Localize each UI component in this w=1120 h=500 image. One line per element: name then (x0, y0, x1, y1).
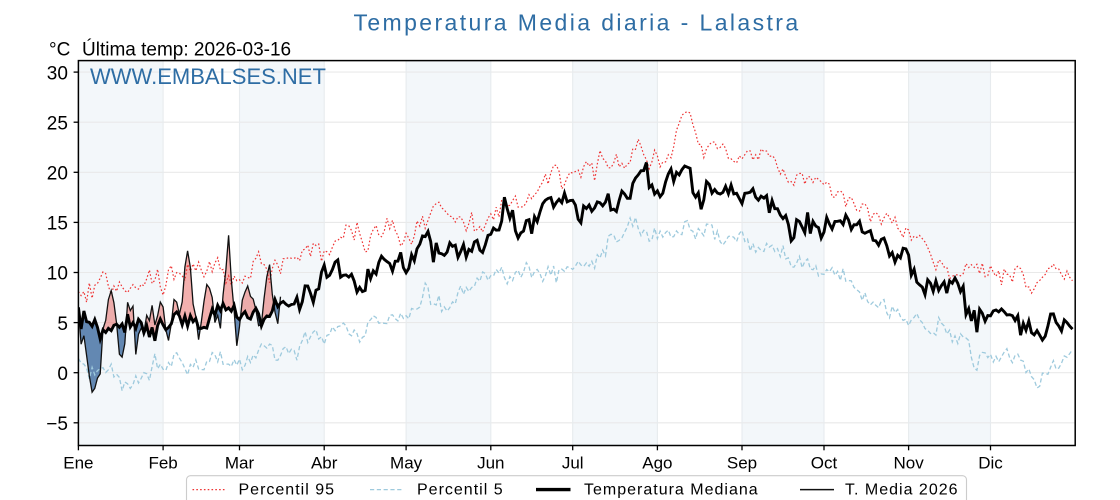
svg-text:−5: −5 (46, 414, 68, 435)
svg-text:Jul: Jul (562, 454, 584, 473)
svg-text:Mar: Mar (225, 454, 255, 473)
svg-text:Jun: Jun (477, 454, 504, 473)
svg-text:Sep: Sep (727, 454, 757, 473)
svg-text:May: May (390, 454, 423, 473)
svg-text:5: 5 (57, 314, 68, 335)
svg-text:Ene: Ene (63, 454, 93, 473)
svg-text:Última temp: 2026-03-16: Última temp: 2026-03-16 (82, 38, 291, 60)
svg-text:Dic: Dic (978, 454, 1003, 473)
svg-text:Oct: Oct (811, 454, 838, 473)
svg-text:Percentil 95: Percentil 95 (239, 482, 336, 499)
svg-text:Abr: Abr (311, 454, 338, 473)
svg-text:Feb: Feb (148, 454, 177, 473)
svg-text:0: 0 (57, 364, 68, 385)
svg-text:Percentil 5: Percentil 5 (417, 482, 504, 499)
svg-text:T. Media 2026: T. Media 2026 (845, 482, 959, 499)
svg-text:Nov: Nov (893, 454, 924, 473)
svg-text:Ago: Ago (642, 454, 672, 473)
svg-text:WWW.EMBALSES.NET: WWW.EMBALSES.NET (90, 64, 326, 89)
svg-text:Temperatura Mediana: Temperatura Mediana (584, 482, 759, 499)
svg-text:Temperatura Media diaria - Lal: Temperatura Media diaria - Lalastra (353, 10, 800, 36)
svg-text:30: 30 (47, 63, 68, 84)
svg-text:15: 15 (47, 214, 68, 235)
svg-text:10: 10 (47, 264, 68, 285)
svg-text:20: 20 (47, 164, 68, 185)
svg-text:25: 25 (47, 113, 68, 134)
svg-text:°C: °C (49, 39, 70, 60)
